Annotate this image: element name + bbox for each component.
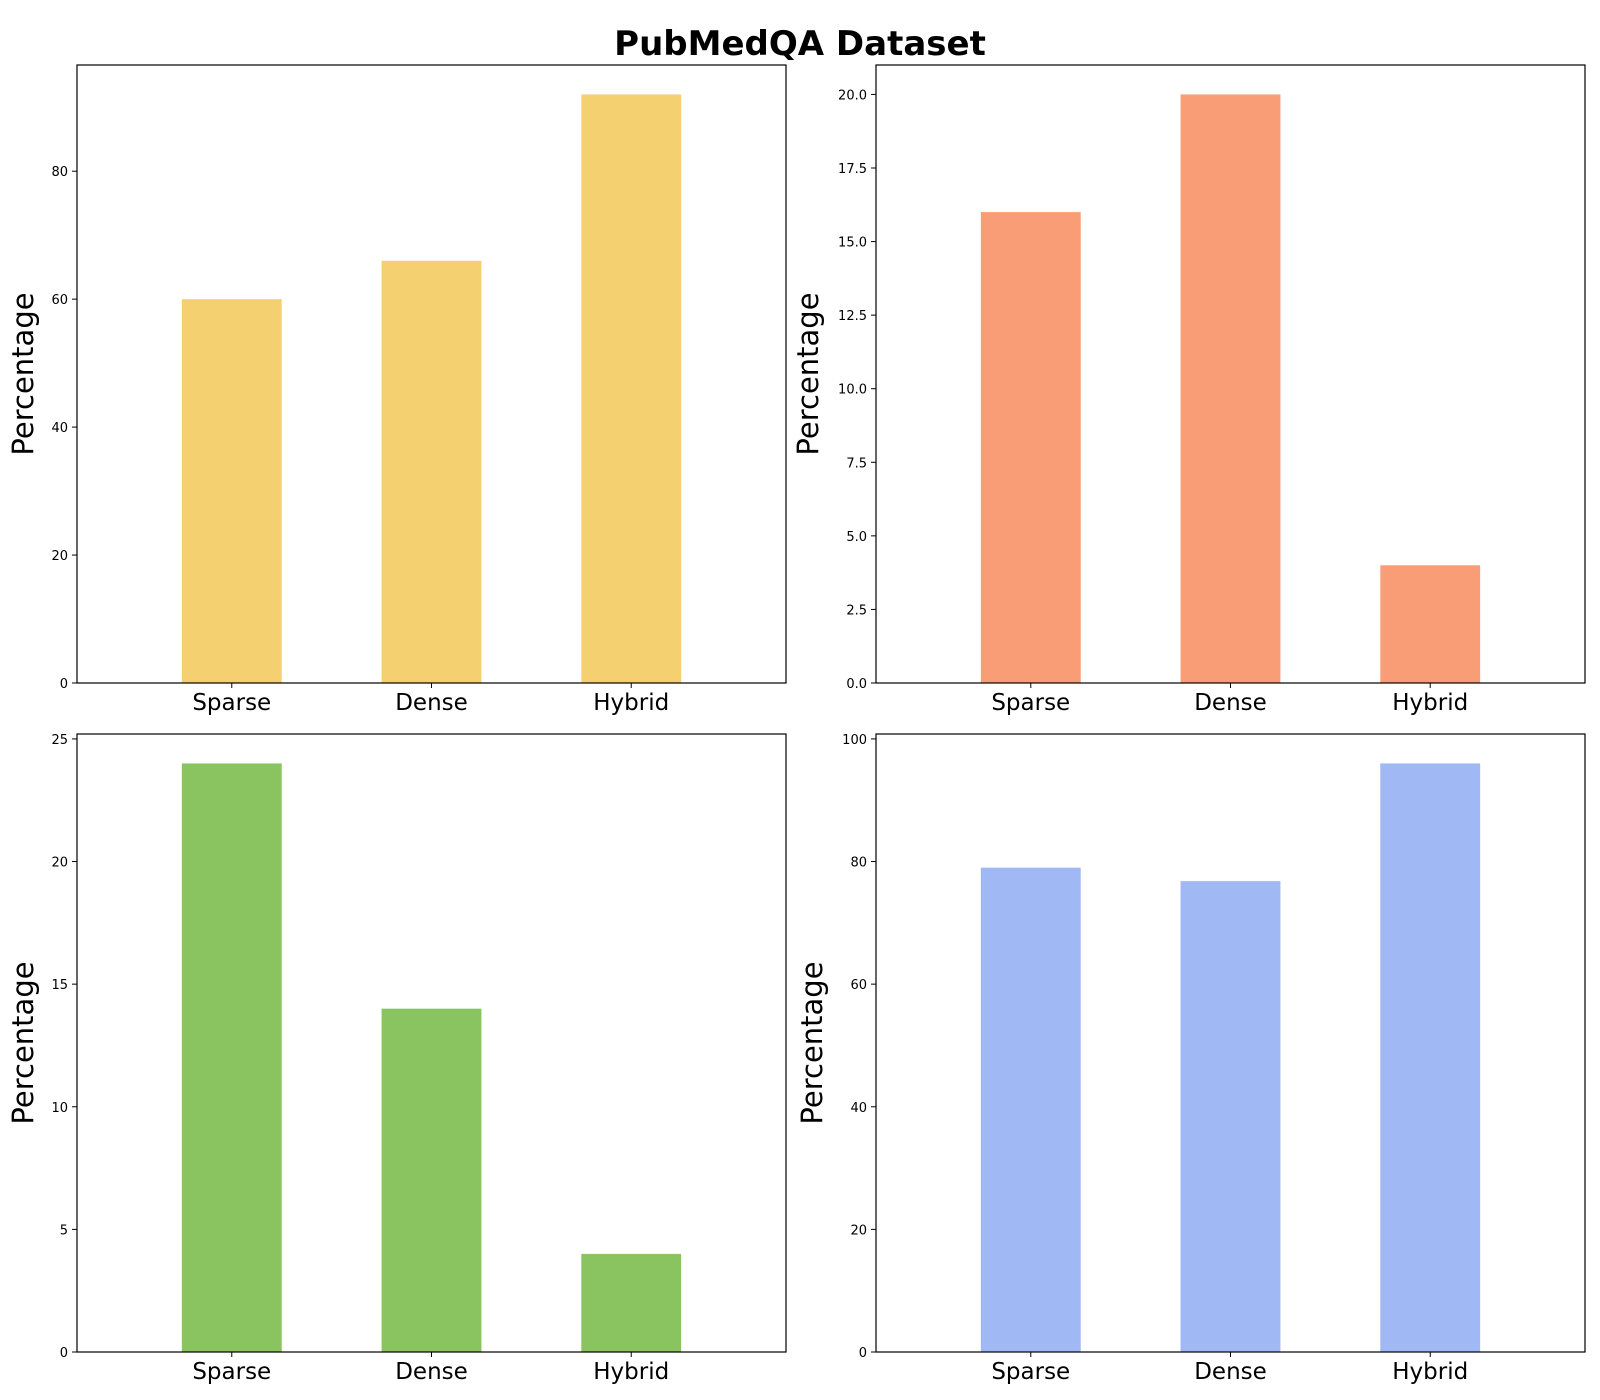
y-tick-label: 0: [60, 1346, 68, 1361]
y-tick-label: 0: [60, 677, 68, 692]
y-tick-label: 2.5: [846, 603, 867, 618]
x-tick-label-hybrid: Hybrid: [593, 690, 669, 716]
bar-dense: [381, 1008, 482, 1352]
y-tick-label: 40: [51, 421, 68, 436]
y-tick-label: 40: [850, 1101, 867, 1116]
y-tick-label: 20: [51, 549, 68, 564]
bar-sparse: [181, 299, 282, 683]
y-axis-label: Percentage: [791, 292, 825, 455]
y-tick-label: 20: [51, 856, 68, 871]
bar-sparse: [980, 212, 1081, 683]
y-tick-label: 12.5: [838, 309, 867, 324]
y-tick-label: 5.0: [846, 530, 867, 545]
x-tick-label-hybrid: Hybrid: [1392, 690, 1468, 716]
y-tick-label: 5: [60, 1223, 68, 1238]
chart-panel-bottom-right: 0 20 40 60 80 100 Sparse Dense Hybrid Percentage: [795, 733, 1586, 1385]
y-tick-label: 15.0: [838, 236, 867, 251]
bar-hybrid: [1380, 565, 1481, 683]
chart-panel-bottom-left: 0 5 10 15 20 25 Sparse Dense Hybrid Percentage: [6, 733, 787, 1385]
figure-title: PubMedQA Dataset: [614, 24, 986, 64]
bar-hybrid: [581, 1253, 682, 1352]
bar-dense: [381, 260, 482, 683]
bar-hybrid: [581, 94, 682, 684]
x-tick-label-hybrid: Hybrid: [593, 1359, 669, 1385]
bar-dense: [1180, 881, 1281, 1352]
y-tick-label: 60: [51, 293, 68, 308]
x-tick-label-hybrid: Hybrid: [1392, 1359, 1468, 1385]
x-tick-label-sparse: Sparse: [991, 1359, 1070, 1385]
chart-panel-top-left: 0 20 40 60 80 Sparse Dense Hybrid Percentage: [6, 64, 787, 716]
y-tick-label: 7.5: [846, 456, 867, 471]
y-axis-label: Percentage: [6, 961, 40, 1124]
y-tick-label: 15: [51, 978, 68, 993]
x-tick-label-sparse: Sparse: [192, 1359, 271, 1385]
y-tick-label: 10: [51, 1101, 68, 1116]
y-tick-label: 100: [842, 733, 867, 748]
x-tick-label-dense: Dense: [1194, 1359, 1267, 1385]
y-tick-label: 0: [859, 1346, 867, 1361]
y-axis-label: Percentage: [6, 292, 40, 455]
bar-sparse: [980, 867, 1081, 1352]
y-tick-label: 25: [51, 733, 68, 748]
bar-hybrid: [1380, 763, 1481, 1352]
y-tick-label: 10.0: [838, 383, 867, 398]
x-tick-label-sparse: Sparse: [991, 690, 1070, 716]
bar-sparse: [181, 763, 282, 1352]
y-tick-label: 20: [850, 1223, 867, 1238]
x-tick-label-dense: Dense: [395, 1359, 468, 1385]
x-tick-label-sparse: Sparse: [192, 690, 271, 716]
y-tick-label: 80: [51, 165, 68, 180]
x-tick-label-dense: Dense: [395, 690, 468, 716]
y-tick-label: 20.0: [838, 88, 867, 103]
x-tick-label-dense: Dense: [1194, 690, 1267, 716]
chart-panel-top-right: 0.0 2.5 5.0 7.5 10.0 12.5 15.0 17.5 20.0 Sparse De…: [791, 64, 1586, 716]
y-tick-label: 0.0: [846, 677, 867, 692]
y-tick-label: 17.5: [838, 162, 867, 177]
y-tick-label: 80: [850, 856, 867, 871]
bar-dense: [1180, 94, 1281, 684]
y-tick-label: 60: [850, 978, 867, 993]
y-axis-label: Percentage: [795, 961, 829, 1124]
